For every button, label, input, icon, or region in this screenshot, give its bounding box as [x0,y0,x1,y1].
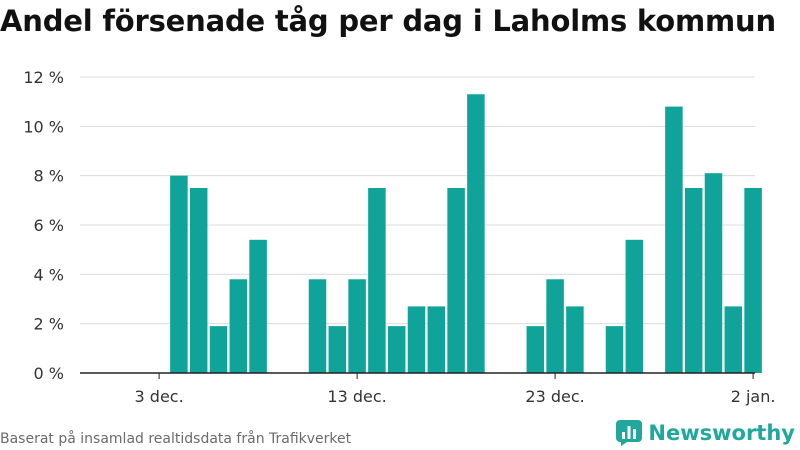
bar [467,94,485,374]
y-tick-label: 4 % [34,265,64,284]
y-tick-label: 8 % [34,167,64,186]
y-tick-label: 2 % [34,315,64,334]
bar [704,173,723,373]
x-tick-label: 13 dec. [327,387,386,406]
bar [209,326,228,373]
bar-chart: 0 % 2 % 4 % 6 % 8 % 10 % 12 % 3 dec. 13 dec. 23 … [23,68,776,406]
x-axis-labels: 3 dec. 13 dec. 23 dec. 2 jan. [135,387,776,406]
bar [605,326,624,373]
bar [407,306,426,373]
y-tick-label: 0 % [34,364,64,383]
bar [170,175,188,373]
bar [348,279,366,373]
y-tick-label: 10 % [23,117,64,136]
bar [447,188,465,373]
x-axis [80,372,755,379]
bar-chart-icon [616,420,643,446]
x-tick-label: 2 jan. [731,387,776,406]
bar [308,279,327,373]
bar [625,239,644,373]
bar [189,188,208,373]
bar [684,188,703,373]
x-tick-label: 23 dec. [525,387,584,406]
y-tick-label: 6 % [34,216,64,235]
bar [665,106,683,373]
bars [170,94,762,374]
bar [566,306,584,373]
bar [526,326,545,373]
bar [744,188,762,373]
bar [427,306,446,373]
brand-name: Newsworthy [648,421,795,445]
y-tick-label: 12 % [23,68,64,87]
bar [229,279,248,373]
bar [546,279,564,373]
bar [387,326,406,373]
x-tick-label: 3 dec. [135,387,184,406]
newsworthy-logo: Newsworthy [616,420,795,446]
bar [328,326,347,373]
bar [724,306,743,373]
source-note: Baserat på insamlad realtidsdata från Tr… [0,431,352,447]
bar [368,188,386,373]
y-axis-labels: 0 % 2 % 4 % 6 % 8 % 10 % 12 % [23,68,64,383]
bar [249,239,267,373]
chart-title: Andel försenade tåg per dag i Laholms ko… [0,4,776,38]
